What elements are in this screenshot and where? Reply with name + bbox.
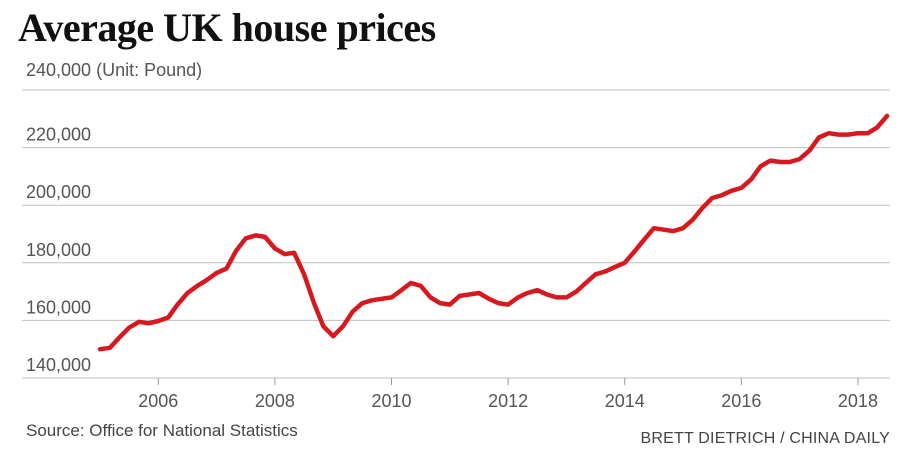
x-tick-label: 2006 [138,391,178,411]
y-tick-label: 180,000 [26,240,91,260]
x-tick-label: 2014 [605,391,645,411]
chart-title: Average UK house prices [18,5,436,50]
top-tick-label: 240,000 [26,60,92,80]
y-tick-label: 140,000 [26,355,91,375]
y-tick-label: 160,000 [26,297,91,317]
x-tick-label: 2010 [371,391,411,411]
x-tick-label: 2016 [721,391,761,411]
x-tick-label: 2018 [838,391,878,411]
y-tick-label: 200,000 [26,182,91,202]
x-tick-label: 2008 [255,391,295,411]
credit-line: BRETT DIETRICH / CHINA DAILY [640,430,890,447]
price-line [97,113,890,352]
source-note: Source: Office for National Statistics [26,421,298,440]
y-tick-label: 220,000 [26,125,91,145]
axis-unit-note: 240,000 (Unit: Pound) [26,60,202,81]
unit-label: (Unit: Pound) [96,60,203,80]
x-tick-label: 2012 [488,391,528,411]
